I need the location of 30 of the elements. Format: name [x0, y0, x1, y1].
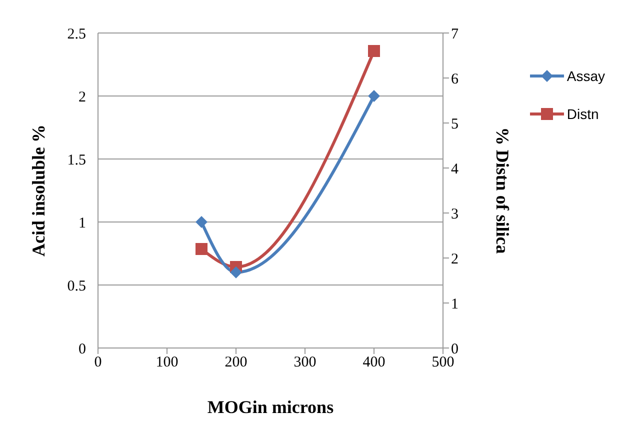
x-tick-label: 500	[432, 354, 454, 371]
point	[368, 45, 380, 57]
y-axis-title: Acid insoluble %	[28, 124, 48, 257]
y2-tick-label: 0	[451, 341, 458, 358]
x-axis-title: MOGin microns	[207, 397, 334, 417]
point	[196, 243, 208, 255]
x-tick-label: 0	[94, 354, 102, 371]
y2-tick-label: 7	[451, 26, 459, 42]
legend-label: Distn	[566, 106, 599, 122]
y2-tick-label: 4	[451, 161, 459, 178]
y2-tick-label: 2	[451, 251, 458, 268]
x-tick-label: 100	[156, 354, 178, 371]
y2-tick-label: 1	[451, 296, 458, 312]
y2-tick-label: 3	[451, 206, 458, 222]
y2-tick-label: 5	[451, 116, 458, 132]
y-tick-label: 0	[78, 341, 86, 358]
y-tick-label: 2	[78, 89, 86, 106]
y2-axis-title: % Distn of silica	[492, 127, 513, 254]
y-tick-label: 0.5	[67, 278, 86, 294]
legend-label: Assay	[566, 68, 605, 84]
point	[368, 90, 380, 102]
point	[196, 216, 208, 228]
y-tick-label: 2.5	[67, 26, 86, 42]
point	[230, 266, 242, 278]
y2-tick-label: 6	[451, 71, 459, 88]
x-tick-label: 300	[294, 354, 316, 371]
y-tick-label: 1.5	[67, 152, 86, 168]
y-tick-label: 1	[78, 215, 86, 232]
x-tick-label: 200	[224, 354, 248, 371]
x-tick-label: 400	[362, 354, 386, 371]
